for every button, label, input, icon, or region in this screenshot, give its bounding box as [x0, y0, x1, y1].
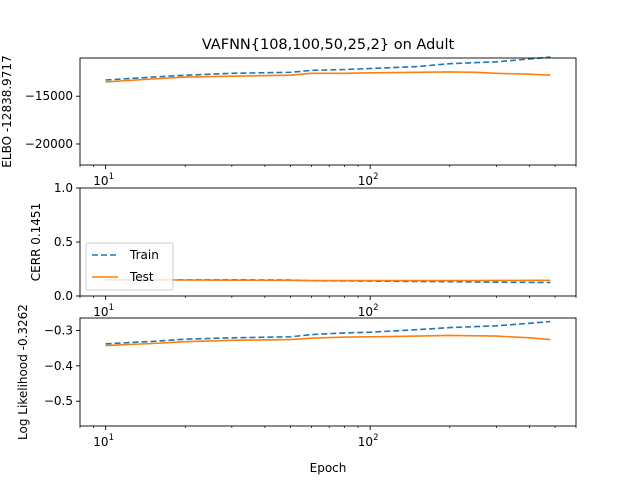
y-axis-label: ELBO -12838.9717: [0, 55, 14, 167]
plot-frame: [79, 317, 577, 427]
x-tick-label: 101: [93, 303, 114, 319]
subplot-1: 101 102 −15000 −20000 ELBO -12838.9717: [0, 55, 577, 188]
legend-train-label: Train: [129, 248, 159, 262]
y-tick-label: 0.0: [54, 289, 73, 303]
y-tick-label: −0.3: [44, 323, 73, 337]
series-test-line: [105, 334, 551, 347]
legend-box: [85, 242, 174, 291]
y-tick-label: 1.0: [54, 181, 73, 195]
x-tick-label: 102: [358, 303, 379, 319]
series-train-line: [105, 320, 551, 345]
y-tick-label: −0.5: [44, 394, 73, 408]
legend-test-label: Test: [129, 270, 154, 284]
y-tick-label: 0.5: [54, 235, 73, 249]
series-test-line: [105, 278, 551, 282]
legend: Train Test: [85, 242, 174, 291]
subplot-2: 101 102 0.0 0.5 1.0 CERR 0.1451: [29, 181, 577, 319]
figure-title: VAFNN{108,100,50,25,2} on Adult: [202, 37, 455, 53]
plot-frame: [79, 57, 577, 166]
y-tick-label: −0.4: [44, 359, 73, 373]
subplots: 101 102 −15000 −20000 ELBO -12838.9717 101 102…: [0, 55, 577, 449]
x-tick-label: 102: [358, 172, 379, 188]
y-tick-label: −15000: [25, 89, 73, 103]
subplot-3: 101 102 −0.3 −0.4 −0.5 Log Likelihood -0.3262: [16, 304, 577, 449]
y-axis-label: Log Likelihood -0.3262: [16, 304, 30, 440]
y-tick-label: −20000: [25, 137, 73, 151]
x-tick-label: 101: [93, 172, 114, 188]
x-tick-label: 101: [93, 433, 114, 449]
series-test-line: [105, 71, 551, 83]
series-train-line: [105, 56, 551, 81]
x-tick-label: 102: [358, 433, 379, 449]
x-axis-label: Epoch: [310, 461, 347, 475]
y-axis-label: CERR 0.1451: [29, 203, 43, 281]
